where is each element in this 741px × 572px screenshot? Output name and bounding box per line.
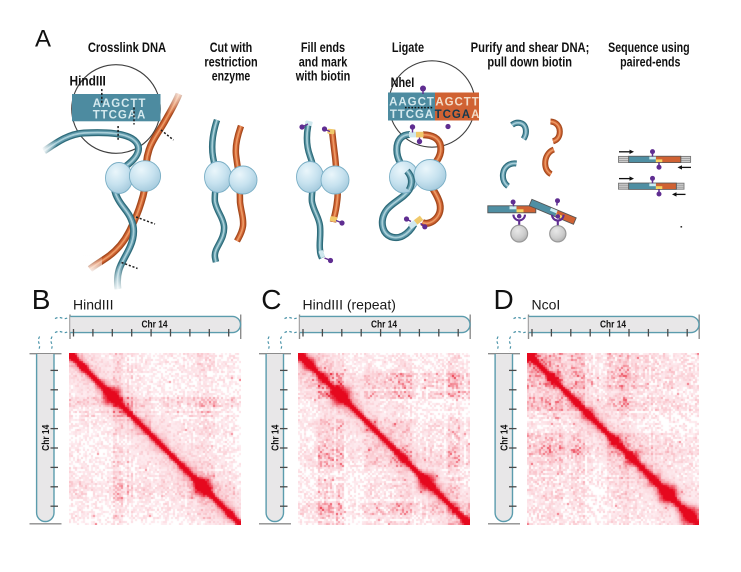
svg-text:A: A — [35, 25, 51, 52]
svg-text:NcoI: NcoI — [532, 297, 561, 313]
svg-text:Chr 14: Chr 14 — [141, 319, 168, 330]
svg-text:Chr 14: Chr 14 — [270, 424, 281, 451]
svg-text:Chr 14: Chr 14 — [600, 319, 627, 330]
svg-text:pull down biotin: pull down biotin — [487, 54, 572, 70]
svg-text:HindIII (repeat): HindIII (repeat) — [303, 297, 396, 313]
svg-text:AAGCT: AAGCT — [389, 97, 435, 109]
svg-text:NheI: NheI — [391, 75, 415, 91]
svg-text:Cut with: Cut with — [210, 39, 252, 55]
svg-text:B: B — [32, 284, 51, 315]
svg-text:D: D — [494, 284, 514, 315]
svg-text:with biotin: with biotin — [295, 68, 350, 84]
svg-text:TTCGAA: TTCGAA — [93, 110, 147, 122]
svg-text:AGCTT: AGCTT — [435, 97, 479, 109]
svg-text:Crosslink DNA: Crosslink DNA — [88, 40, 166, 55]
svg-text:Ligate: Ligate — [392, 40, 424, 56]
svg-text:and mark: and mark — [299, 54, 348, 70]
svg-text:Chr 14: Chr 14 — [40, 424, 51, 451]
svg-text:AAGCTT: AAGCTT — [93, 98, 147, 110]
svg-text:TCGAA: TCGAA — [435, 109, 481, 121]
svg-text:restriction: restriction — [204, 54, 257, 70]
svg-text:C: C — [261, 284, 281, 315]
svg-text:Chr 14: Chr 14 — [371, 319, 398, 330]
svg-text:enzyme: enzyme — [212, 68, 251, 84]
svg-text:Chr 14: Chr 14 — [499, 424, 510, 451]
svg-text:Sequence using: Sequence using — [608, 39, 690, 55]
svg-text:HindIII: HindIII — [70, 72, 106, 88]
svg-text:Fill ends: Fill ends — [301, 40, 345, 56]
svg-text:HindIII: HindIII — [73, 297, 113, 313]
svg-text:TTCGA: TTCGA — [390, 109, 434, 121]
svg-text:paired-ends: paired-ends — [620, 54, 680, 70]
svg-text:Purify and shear DNA;: Purify and shear DNA; — [471, 40, 590, 55]
